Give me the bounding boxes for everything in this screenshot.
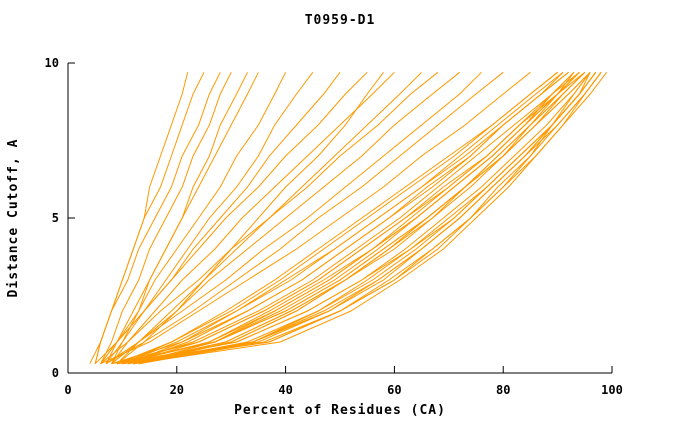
model-curve — [122, 71, 569, 365]
model-curve — [122, 71, 558, 365]
model-curve — [133, 71, 586, 365]
model-curve — [127, 71, 586, 365]
model-curve — [127, 71, 591, 365]
model-curve — [127, 71, 569, 365]
model-curve — [100, 72, 232, 364]
x-tick-label: 0 — [64, 383, 71, 397]
model-curve — [100, 71, 531, 365]
model-curve — [111, 71, 461, 365]
model-curve — [116, 71, 558, 365]
model-curve — [105, 71, 482, 365]
model-curve — [133, 71, 597, 365]
model-curve — [127, 71, 564, 365]
model-curve — [105, 71, 504, 365]
data-series — [89, 71, 607, 365]
model-curve — [89, 72, 221, 364]
model-curve — [122, 71, 580, 365]
model-curve — [133, 71, 575, 365]
model-curve — [111, 71, 591, 365]
model-curve — [111, 71, 580, 365]
x-tick-label: 60 — [387, 383, 401, 397]
y-tick-label: 5 — [52, 211, 59, 225]
model-curve — [138, 71, 580, 365]
chart-title: T0959-D1 — [305, 13, 376, 28]
model-curve — [100, 72, 287, 365]
model-curve — [94, 72, 189, 364]
model-curve — [116, 71, 602, 365]
model-curve — [116, 71, 384, 365]
model-curve — [122, 71, 586, 365]
model-curve — [116, 71, 597, 365]
model-curve — [100, 71, 341, 365]
model-curve — [111, 71, 395, 365]
model-curve — [122, 71, 575, 365]
x-tick-label: 100 — [601, 383, 623, 397]
model-curve — [133, 71, 602, 365]
x-tick-label: 40 — [278, 383, 292, 397]
model-curve — [100, 71, 439, 365]
model-curve — [94, 71, 314, 365]
x-axis-label: Percent of Residues (CA) — [234, 403, 446, 418]
x-tick-label: 80 — [496, 383, 510, 397]
x-tick-label: 20 — [170, 383, 184, 397]
model-curve — [105, 71, 368, 365]
model-curve — [122, 71, 591, 365]
model-curve — [94, 72, 205, 364]
y-tick-label: 0 — [52, 366, 59, 380]
model-curve — [127, 71, 580, 365]
axes: 0 20 40 60 80 100 0 5 10 — [45, 56, 623, 397]
y-axis-label: Distance Cutoff, A — [6, 139, 21, 298]
y-tick-label: 10 — [45, 56, 59, 70]
model-curve — [111, 72, 248, 364]
model-curve — [133, 72, 591, 365]
model-curve — [138, 71, 591, 365]
